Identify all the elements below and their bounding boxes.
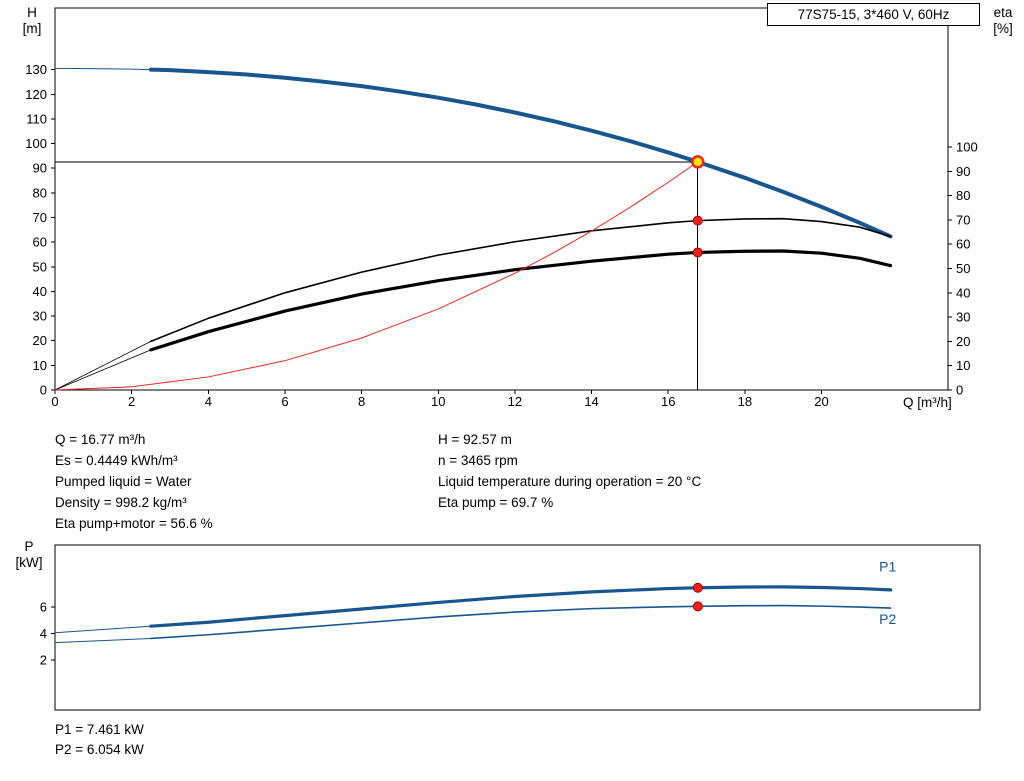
y-right-tick-label: 10	[956, 358, 970, 373]
info-line-liquid: Pumped liquid = Water	[55, 474, 192, 489]
y-right-tick-label: 0	[956, 383, 963, 398]
curve-eta-pump-motor-curve	[54, 349, 152, 391]
y-right-tick-label: 80	[956, 188, 970, 203]
curve-p1-curve	[54, 625, 152, 634]
duty-info-left: Q = 16.77 m³/h Es = 0.4449 kWh/m³ Pumped…	[55, 429, 213, 534]
x-tick-label: 16	[661, 394, 675, 409]
curve-affinity-parabola	[54, 161, 699, 391]
info-line-density: Density = 998.2 kg/m³	[55, 495, 187, 510]
y-left-tick-label: 80	[33, 185, 47, 200]
info-line-p1: P1 = 7.461 kW	[55, 722, 144, 737]
x-tick-label: 6	[281, 394, 288, 409]
y-left-tick-label: 2	[40, 652, 47, 667]
y-left-tick-label: 50	[33, 259, 47, 274]
curve-head-curve	[54, 67, 152, 71]
y-right-tick-label: 50	[956, 261, 970, 276]
y-right-tick-label: 60	[956, 237, 970, 252]
series-label-p1-curve: P1	[879, 558, 896, 574]
y-right-tick-label: 40	[956, 285, 970, 300]
curve-head-curve	[148, 67, 893, 239]
plot-frame	[54, 544, 981, 711]
info-line-h: H = 92.57 m	[438, 432, 512, 447]
x-tick-label: 14	[584, 394, 598, 409]
x-tick-label: 20	[814, 394, 828, 409]
x-tick-label: 2	[128, 394, 135, 409]
duty-point[interactable]	[690, 155, 705, 169]
x-tick-label: 8	[358, 394, 365, 409]
p-axis-title: P [kW]	[15, 539, 43, 570]
curve-p2-curve	[150, 604, 892, 640]
y-left-tick-label: 130	[25, 62, 47, 77]
y-left-tick-label: 30	[33, 309, 47, 324]
plot-frame	[54, 7, 949, 391]
y-right-tick-label: 100	[956, 139, 978, 154]
x-tick-label: 4	[205, 394, 212, 409]
eta-axis-title: eta [%]	[993, 5, 1013, 36]
y-right-tick-label: 70	[956, 212, 970, 227]
power-info: P1 = 7.461 kW P2 = 6.054 kW	[55, 720, 144, 760]
q-axis-title: Q [m³/h]	[903, 395, 952, 410]
y-left-tick-label: 60	[33, 235, 47, 250]
x-tick-label: 10	[431, 394, 445, 409]
h-axis-title: H [m]	[22, 5, 42, 36]
eta-pump-motor-point	[692, 247, 703, 258]
hq-chart: 0 2 4 6 8 10 12 14 16 18 2001020304050607080901001…	[25, 7, 978, 409]
x-tick-label: 12	[508, 394, 522, 409]
y-right-tick-label: 90	[956, 164, 970, 179]
y-left-tick-label: 20	[33, 333, 47, 348]
info-line-eta-pump: Eta pump = 69.7 %	[438, 495, 554, 510]
curve-p1-curve	[149, 585, 893, 628]
x-tick-label: 0	[51, 394, 58, 409]
info-line-es: Es = 0.4449 kWh/m³	[55, 453, 178, 468]
series-label-p2-curve: P2	[879, 611, 896, 627]
y-left-tick-label: 40	[33, 284, 47, 299]
curve-p2-curve	[54, 637, 152, 644]
curve-eta-pump-curve	[150, 217, 892, 343]
y-left-tick-label: 6	[40, 600, 47, 615]
curve-eta-pump-curve	[54, 340, 152, 391]
y-left-tick-label: 4	[40, 626, 47, 641]
y-left-tick-label: 0	[40, 383, 47, 398]
info-line-n: n = 3465 rpm	[438, 453, 518, 468]
pump-title-box: 77S75-15, 3*460 V, 60Hz	[767, 3, 980, 26]
x-tick-label: 18	[738, 394, 752, 409]
y-left-tick-label: 10	[33, 358, 47, 373]
info-line-p2: P2 = 6.054 kW	[55, 742, 144, 757]
y-left-tick-label: 120	[25, 87, 47, 102]
eta-pump-point	[692, 215, 703, 226]
y-left-tick-label: 110	[26, 111, 47, 126]
duty-info-right: H = 92.57 m n = 3465 rpm Liquid temperat…	[438, 429, 701, 513]
curve-eta-pump-motor-curve	[149, 249, 893, 352]
p2-point	[692, 601, 703, 612]
p1-point	[692, 582, 703, 593]
y-right-tick-label: 30	[956, 310, 970, 325]
y-left-tick-label: 90	[33, 161, 47, 176]
power-chart: 2 4 6 P1 P2	[40, 544, 981, 711]
y-left-tick-label: 70	[33, 210, 47, 225]
info-line-q: Q = 16.77 m³/h	[55, 432, 146, 447]
y-left-tick-label: 100	[25, 136, 47, 151]
info-line-eta-pump-motor: Eta pump+motor = 56.6 %	[55, 516, 213, 531]
y-right-tick-label: 20	[956, 334, 970, 349]
info-line-temperature: Liquid temperature during operation = 20…	[438, 474, 702, 489]
